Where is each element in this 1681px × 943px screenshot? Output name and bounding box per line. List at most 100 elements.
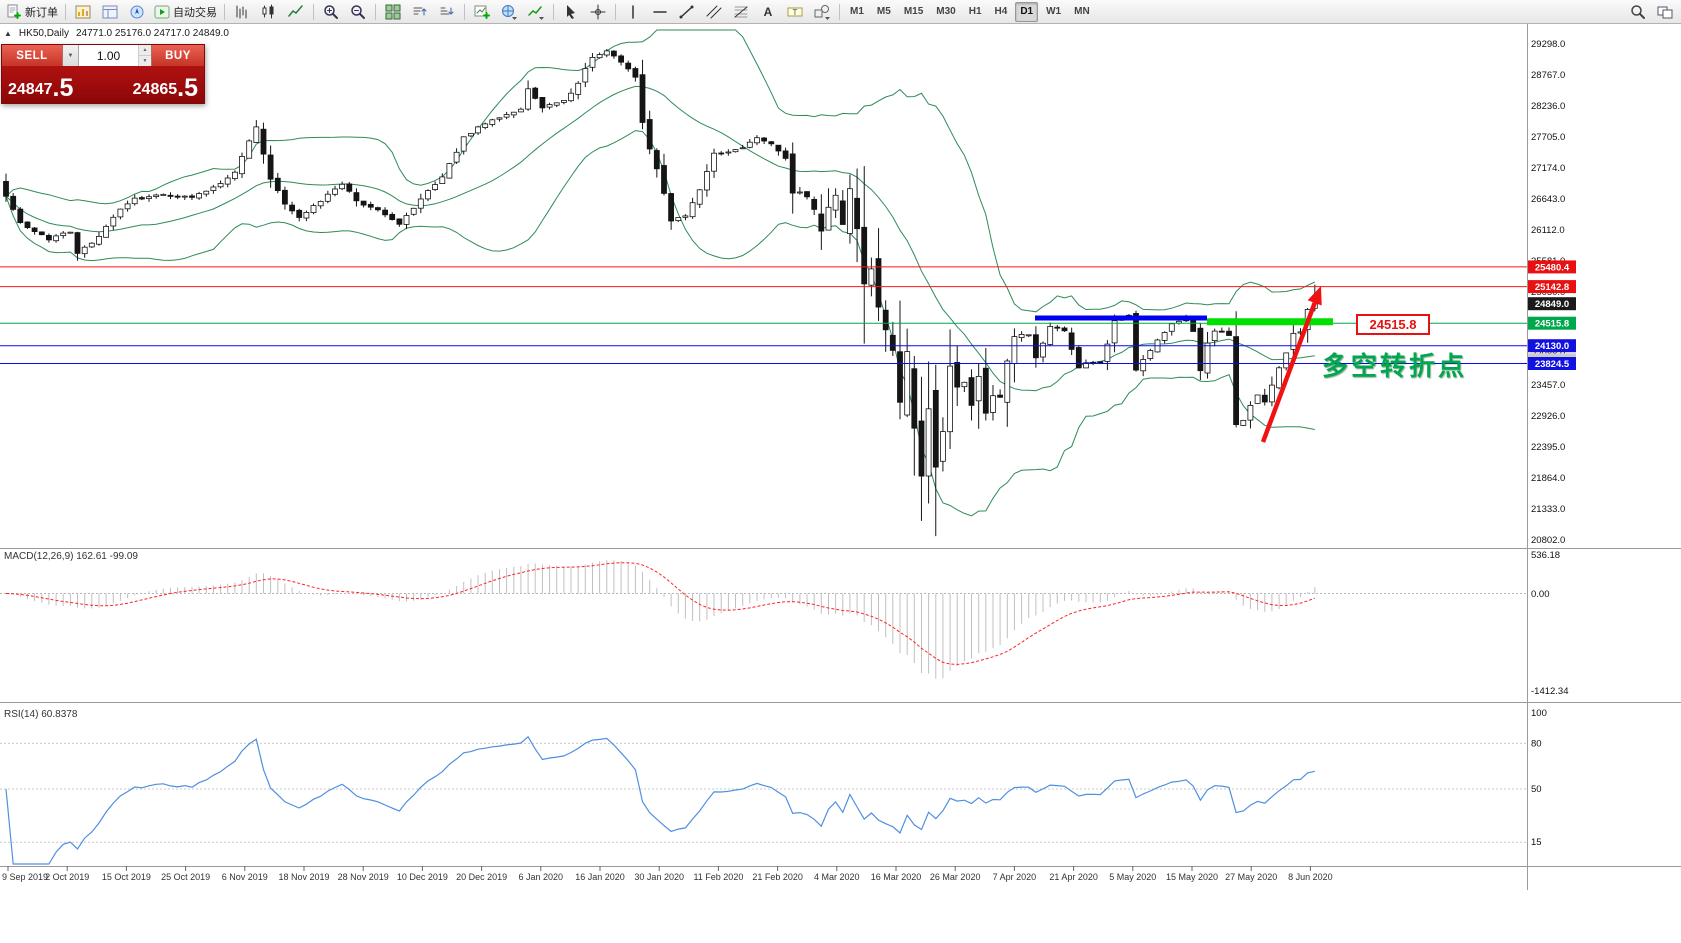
svg-text:7 Apr 2020: 7 Apr 2020 <box>993 872 1037 882</box>
window-layout-button[interactable] <box>1652 1 1678 23</box>
volume-stepper: ▲ ▼ <box>138 45 151 66</box>
text-label-button[interactable]: T <box>782 1 808 23</box>
vertical-line-button[interactable] <box>620 1 646 23</box>
svg-text:16 Jan 2020: 16 Jan 2020 <box>575 872 625 882</box>
cursor-icon <box>567 4 575 19</box>
svg-text:15 Oct 2019: 15 Oct 2019 <box>102 872 151 882</box>
tile-windows-button[interactable] <box>380 1 406 23</box>
svg-text:A: A <box>764 5 773 19</box>
svg-text:27 May 2020: 27 May 2020 <box>1225 872 1277 882</box>
timeframe-mn-button[interactable]: MN <box>1074 6 1090 17</box>
svg-text:6 Jan 2020: 6 Jan 2020 <box>519 872 564 882</box>
text-button[interactable]: A <box>755 1 781 23</box>
volume-up-button[interactable]: ▲ <box>139 45 151 56</box>
bars-icon <box>236 5 247 18</box>
svg-text:11 Feb 2020: 11 Feb 2020 <box>693 872 743 882</box>
timeframe-m1-button[interactable]: M1 <box>850 6 864 17</box>
price-chart[interactable]: 29298.0 28767.0 28236.0 27705.0 27174.0 26643… <box>0 24 1681 943</box>
channel-button[interactable] <box>701 1 727 23</box>
timeframe-h1-button[interactable]: H1 <box>968 6 982 17</box>
new-chart-button[interactable] <box>469 1 495 23</box>
svg-text:100: 100 <box>1531 708 1547 719</box>
arrange-ascending-button[interactable] <box>407 1 433 23</box>
svg-text:T: T <box>793 7 798 16</box>
hline-icon <box>653 10 667 13</box>
timeframe-w1-button[interactable]: W1 <box>1046 6 1062 17</box>
ohlc-readout: 24771.0 25176.0 24717.0 24849.0 <box>75 28 229 39</box>
market-watch-icon <box>75 5 91 18</box>
navigator-button[interactable] <box>124 1 150 23</box>
svg-text:80: 80 <box>1531 738 1542 749</box>
volume-dropdown-button[interactable]: ▼ <box>62 45 79 66</box>
toolbar: 新订单 自动交易 A T M1 M5 M15 M30 H1 H4 D1 W1 MN <box>0 0 1681 24</box>
svg-text:5 May 2020: 5 May 2020 <box>1109 872 1156 882</box>
market-watch-button[interactable] <box>70 1 96 23</box>
autotrading-button[interactable]: 自动交易 <box>151 1 220 23</box>
svg-text:22926.0: 22926.0 <box>1531 411 1565 422</box>
bar-chart-button[interactable] <box>229 1 255 23</box>
sell-button[interactable]: SELL <box>2 45 62 66</box>
svg-text:2 Oct 2019: 2 Oct 2019 <box>45 872 89 882</box>
svg-text:27705.0: 27705.0 <box>1531 132 1565 143</box>
toolbar-separator <box>224 3 225 20</box>
shapes-icon <box>814 4 830 20</box>
new-order-button-label: 新订单 <box>25 6 58 19</box>
trendline-icon <box>679 5 694 18</box>
svg-text:24130.0: 24130.0 <box>1535 341 1569 352</box>
horizontal-line-button[interactable] <box>647 1 673 23</box>
autotrading-button-label: 自动交易 <box>173 6 217 19</box>
timeframe-m30-button[interactable]: M30 <box>936 6 956 17</box>
svg-text:15 May 2020: 15 May 2020 <box>1166 872 1218 882</box>
arrange-descending-button[interactable] <box>434 1 460 23</box>
ask-price: 24865.5 <box>132 74 198 102</box>
zoom-in-icon <box>324 4 338 19</box>
one-click-trading-panel: SELL ▼ 1.00 ▲ ▼ BUY 24847.5 24865.5 <box>1 44 205 104</box>
shapes-button[interactable] <box>809 1 835 23</box>
indicators-button[interactable] <box>523 1 549 23</box>
svg-text:27174.0: 27174.0 <box>1531 163 1565 174</box>
toolbar-separator <box>839 3 840 20</box>
svg-text:50: 50 <box>1531 784 1542 795</box>
timeframe-m5-button[interactable]: M5 <box>876 6 891 17</box>
price-callout-label[interactable]: 24515.8 <box>1356 314 1430 335</box>
line-icon <box>288 4 303 17</box>
rsi-indicator-label: RSI(14) 60.8378 <box>4 709 78 720</box>
channel-icon <box>706 5 722 18</box>
volume-field: 1.00 ▲ ▼ <box>79 45 152 66</box>
one-click-toggle[interactable]: ▲ <box>4 29 12 38</box>
buy-button[interactable]: BUY <box>152 45 204 66</box>
sort-asc-icon <box>413 7 427 15</box>
svg-text:6 Nov 2019: 6 Nov 2019 <box>222 872 268 882</box>
line-chart-button[interactable] <box>283 1 309 23</box>
candlestick-chart-button[interactable] <box>256 1 282 23</box>
svg-text:26 Mar 2020: 26 Mar 2020 <box>930 872 981 882</box>
svg-text:30 Jan 2020: 30 Jan 2020 <box>634 872 684 882</box>
svg-text:26643.0: 26643.0 <box>1531 194 1565 205</box>
pivot-annotation-text: 多空转折点 <box>1322 351 1468 381</box>
svg-text:21 Apr 2020: 21 Apr 2020 <box>1049 872 1098 882</box>
data-window-button[interactable] <box>97 1 123 23</box>
svg-text:28767.0: 28767.0 <box>1531 70 1565 81</box>
search-button[interactable] <box>1625 1 1651 23</box>
timeframe-d1-button[interactable]: D1 <box>1015 1 1039 22</box>
new-order-button[interactable]: 新订单 <box>3 1 61 23</box>
tile-icon <box>385 4 401 19</box>
sort-desc-icon <box>440 7 454 15</box>
trendline-button[interactable] <box>674 1 700 23</box>
profiles-button[interactable] <box>496 1 522 23</box>
fibonacci-button[interactable] <box>728 1 754 23</box>
crosshair-button[interactable] <box>585 1 611 23</box>
zoom-out-button[interactable] <box>345 1 371 23</box>
zoom-in-button[interactable] <box>318 1 344 23</box>
timeframe-m15-button[interactable]: M15 <box>903 6 924 17</box>
svg-text:-1412.34: -1412.34 <box>1531 686 1569 697</box>
toolbar-separator <box>553 3 554 20</box>
indicators-dd-icon <box>528 5 544 20</box>
vline-icon <box>632 4 634 19</box>
cursor-button[interactable] <box>558 1 584 23</box>
volume-down-button[interactable]: ▼ <box>139 56 151 66</box>
windows-icon <box>1657 6 1673 18</box>
volume-input[interactable]: 1.00 <box>96 48 121 63</box>
timeframe-h4-button[interactable]: H4 <box>994 6 1008 17</box>
